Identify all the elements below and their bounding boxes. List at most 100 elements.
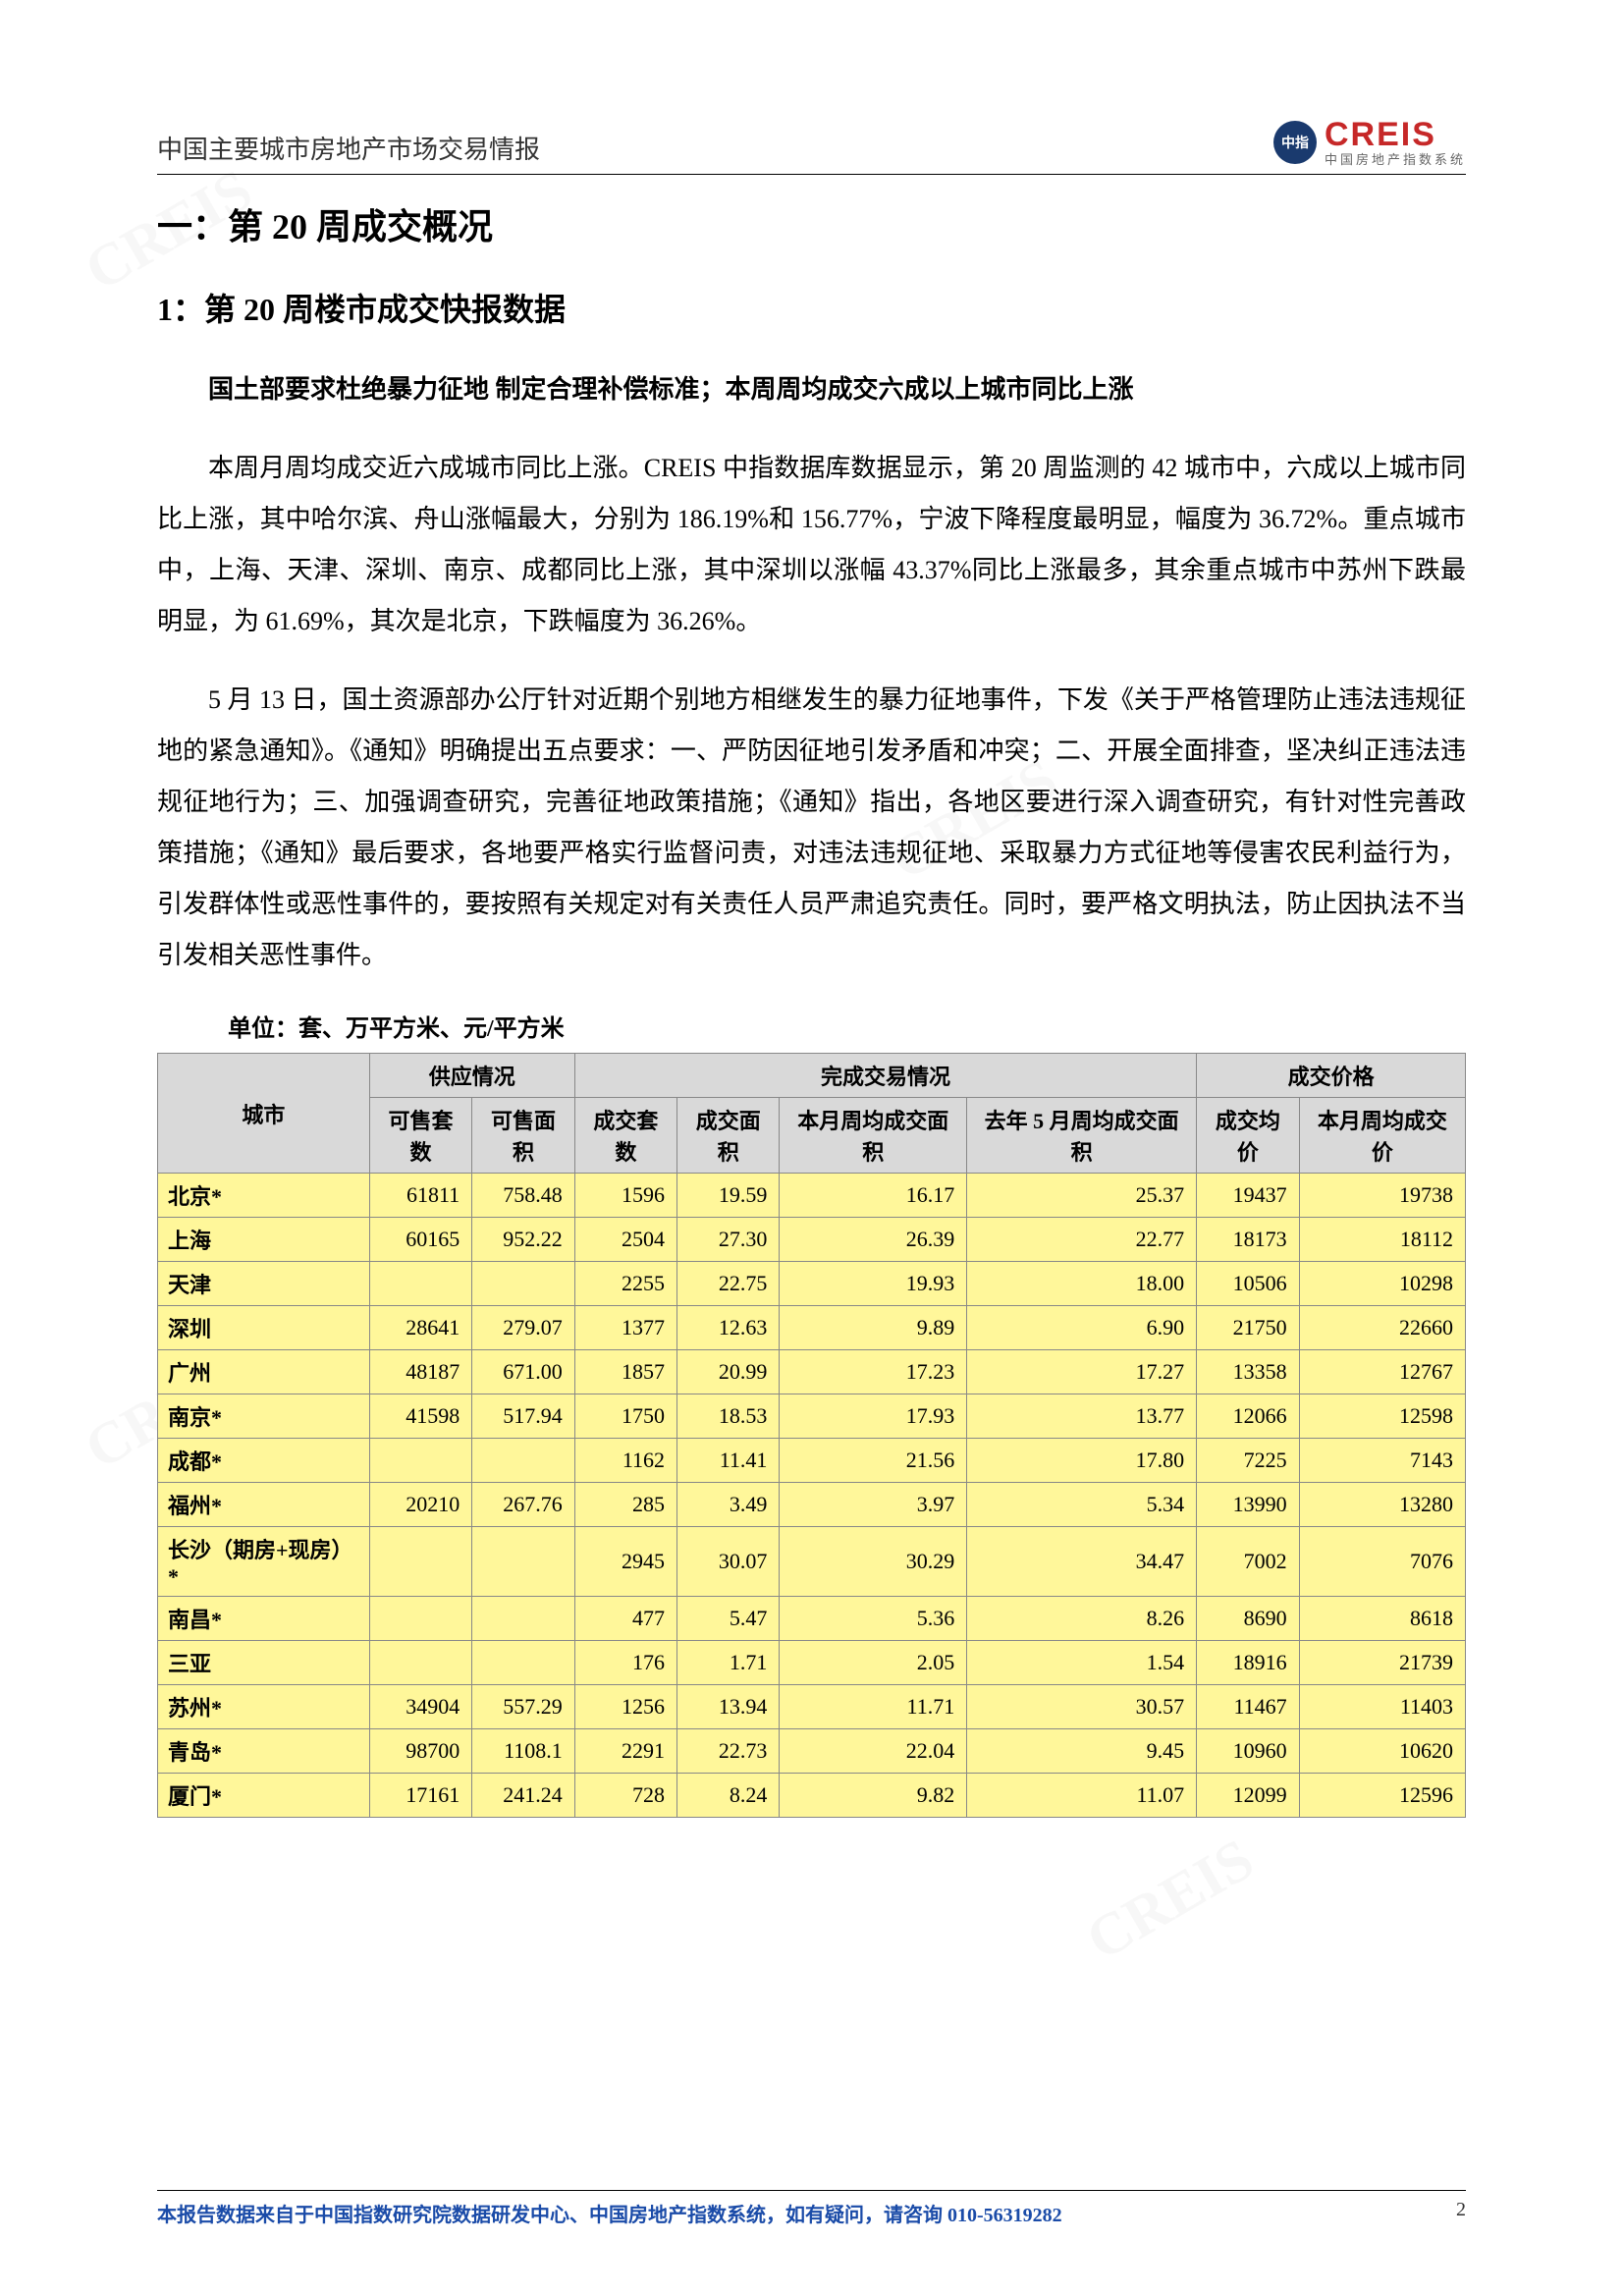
table-cell: 8618 xyxy=(1299,1597,1465,1641)
table-cell: 12596 xyxy=(1299,1774,1465,1818)
body-paragraph-2: 5 月 13 日，国土资源部办公厅针对近期个别地方相继发生的暴力征地事件，下发《… xyxy=(157,675,1466,981)
table-cell: 5.47 xyxy=(677,1597,780,1641)
logo-sub-text: 中国房地产指数系统 xyxy=(1325,153,1466,166)
table-cell: 30.29 xyxy=(780,1527,967,1597)
page-footer: 本报告数据来自于中国指数研究院数据研发中心、中国房地产指数系统，如有疑问，请咨询… xyxy=(157,2190,1466,2227)
table-row: 青岛*987001108.1229122.7322.049.4510960106… xyxy=(158,1729,1466,1774)
table-cell xyxy=(369,1439,471,1483)
table-cell xyxy=(369,1527,471,1597)
table-cell: 21.56 xyxy=(780,1439,967,1483)
table-cell: 1256 xyxy=(574,1685,676,1729)
table-cell: 11.07 xyxy=(967,1774,1197,1818)
table-cell: 176 xyxy=(574,1641,676,1685)
table-cell: 13.94 xyxy=(677,1685,780,1729)
group-supply: 供应情况 xyxy=(369,1054,574,1098)
table-cell: 青岛* xyxy=(158,1729,370,1774)
page-header: 中国主要城市房地产市场交易情报 CREIS 中国房地产指数系统 xyxy=(157,118,1466,175)
section-heading: 一：第 20 周成交概况 xyxy=(157,198,1466,249)
table-row: 南京*41598517.94175018.5317.9313.771206612… xyxy=(158,1394,1466,1439)
table-cell: 34904 xyxy=(369,1685,471,1729)
table-row: 厦门*17161241.247288.249.8211.071209912596 xyxy=(158,1774,1466,1818)
table-cell: 20210 xyxy=(369,1483,471,1527)
table-cell: 18.00 xyxy=(967,1262,1197,1306)
table-cell: 26.39 xyxy=(780,1218,967,1262)
table-cell: 22.77 xyxy=(967,1218,1197,1262)
table-cell: 8.26 xyxy=(967,1597,1197,1641)
group-price: 成交价格 xyxy=(1197,1054,1466,1098)
table-cell: 285 xyxy=(574,1483,676,1527)
table-cell: 1857 xyxy=(574,1350,676,1394)
table-cell: 10298 xyxy=(1299,1262,1465,1306)
table-row: 福州*20210267.762853.493.975.341399013280 xyxy=(158,1483,1466,1527)
table-cell: 22.04 xyxy=(780,1729,967,1774)
table-cell: 8.24 xyxy=(677,1774,780,1818)
table-row: 南昌*4775.475.368.2686908618 xyxy=(158,1597,1466,1641)
table-cell: 深圳 xyxy=(158,1306,370,1350)
group-deal: 完成交易情况 xyxy=(574,1054,1196,1098)
table-cell: 17161 xyxy=(369,1774,471,1818)
table-cell: 30.07 xyxy=(677,1527,780,1597)
table-cell: 1108.1 xyxy=(472,1729,575,1774)
table-row: 成都*116211.4121.5617.8072257143 xyxy=(158,1439,1466,1483)
table-cell: 1596 xyxy=(574,1174,676,1218)
table-row: 天津225522.7519.9318.001050610298 xyxy=(158,1262,1466,1306)
table-cell: 9.82 xyxy=(780,1774,967,1818)
table-cell: 11467 xyxy=(1197,1685,1299,1729)
table-row: 三亚1761.712.051.541891621739 xyxy=(158,1641,1466,1685)
unit-label: 单位：套、万平方米、元/平方米 xyxy=(157,1009,1466,1043)
page-number: 2 xyxy=(1456,2199,1466,2227)
table-cell: 7002 xyxy=(1197,1527,1299,1597)
table-cell: 48187 xyxy=(369,1350,471,1394)
col-h7: 成交均价 xyxy=(1197,1098,1299,1174)
table-cell: 1162 xyxy=(574,1439,676,1483)
table-cell: 17.80 xyxy=(967,1439,1197,1483)
table-cell: 南昌* xyxy=(158,1597,370,1641)
table-cell: 30.57 xyxy=(967,1685,1197,1729)
table-cell: 19738 xyxy=(1299,1174,1465,1218)
table-cell: 2291 xyxy=(574,1729,676,1774)
table-cell: 758.48 xyxy=(472,1174,575,1218)
table-cell: 13990 xyxy=(1197,1483,1299,1527)
table-cell: 17.23 xyxy=(780,1350,967,1394)
table-cell: 2.05 xyxy=(780,1641,967,1685)
table-cell: 279.07 xyxy=(472,1306,575,1350)
table-cell: 22660 xyxy=(1299,1306,1465,1350)
table-cell: 长沙（期房+现房）* xyxy=(158,1527,370,1597)
table-cell: 19437 xyxy=(1197,1174,1299,1218)
table-cell: 18916 xyxy=(1197,1641,1299,1685)
table-cell: 20.99 xyxy=(677,1350,780,1394)
table-cell xyxy=(472,1527,575,1597)
table-cell: 34.47 xyxy=(967,1527,1197,1597)
table-cell: 19.93 xyxy=(780,1262,967,1306)
table-cell: 18112 xyxy=(1299,1218,1465,1262)
table-row: 长沙（期房+现房）*294530.0730.2934.4770027076 xyxy=(158,1527,1466,1597)
table-cell: 上海 xyxy=(158,1218,370,1262)
table-cell: 12099 xyxy=(1197,1774,1299,1818)
table-cell: 12.63 xyxy=(677,1306,780,1350)
table-cell xyxy=(369,1262,471,1306)
table-cell: 22.75 xyxy=(677,1262,780,1306)
table-cell xyxy=(369,1641,471,1685)
table-cell: 1377 xyxy=(574,1306,676,1350)
table-cell: 18.53 xyxy=(677,1394,780,1439)
table-cell: 19.59 xyxy=(677,1174,780,1218)
table-cell: 11.71 xyxy=(780,1685,967,1729)
table-cell: 477 xyxy=(574,1597,676,1641)
col-h2: 可售面积 xyxy=(472,1098,575,1174)
logo-mark-icon xyxy=(1273,121,1317,164)
col-h4: 成交面积 xyxy=(677,1098,780,1174)
table-cell xyxy=(369,1597,471,1641)
table-cell: 13.77 xyxy=(967,1394,1197,1439)
table-cell: 17.27 xyxy=(967,1350,1197,1394)
table-cell: 南京* xyxy=(158,1394,370,1439)
table-cell: 22.73 xyxy=(677,1729,780,1774)
table-cell: 7076 xyxy=(1299,1527,1465,1597)
table-cell: 17.93 xyxy=(780,1394,967,1439)
table-cell: 18173 xyxy=(1197,1218,1299,1262)
table-row: 深圳28641279.07137712.639.896.902175022660 xyxy=(158,1306,1466,1350)
table-cell: 25.37 xyxy=(967,1174,1197,1218)
table-cell: 10960 xyxy=(1197,1729,1299,1774)
col-h8: 本月周均成交价 xyxy=(1299,1098,1465,1174)
table-cell: 9.89 xyxy=(780,1306,967,1350)
table-cell: 3.49 xyxy=(677,1483,780,1527)
